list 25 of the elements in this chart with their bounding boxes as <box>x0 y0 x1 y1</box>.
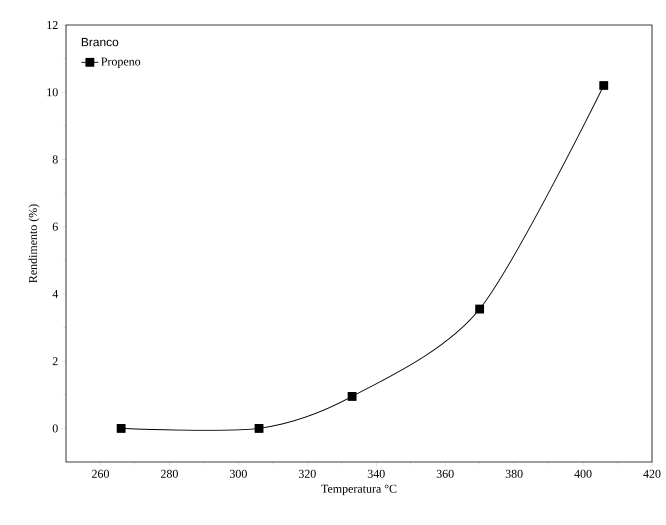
x-tick-label: 380 <box>506 470 523 478</box>
legend-label: Propeno <box>101 58 140 68</box>
x-axis-title: Temperatura °C <box>321 484 396 496</box>
x-tick-label: 340 <box>368 470 385 478</box>
y-tick-label: 2 <box>52 357 58 366</box>
y-tick-label: 4 <box>52 290 58 298</box>
point <box>254 424 264 433</box>
point <box>599 81 608 90</box>
y-axis-title: Rendimento (%) <box>28 204 40 283</box>
y-tick-label: 10 <box>47 88 58 96</box>
y-tick-label: 12 <box>47 21 58 29</box>
y-tick-label: 6 <box>52 222 58 231</box>
x-tick-label: 420 <box>643 470 661 478</box>
x-tick-label: 320 <box>298 470 316 478</box>
x-tick-label: 260 <box>92 470 109 478</box>
x-tick-label: 300 <box>230 470 247 478</box>
x-tick-label: 360 <box>436 470 454 478</box>
point <box>348 392 357 401</box>
point <box>116 424 126 433</box>
y-tick-label: 8 <box>52 155 58 164</box>
x-tick-label: 280 <box>160 470 178 478</box>
y-tick-label: 0 <box>52 424 58 432</box>
point <box>475 304 484 314</box>
legend-title: Branco <box>82 38 118 46</box>
x-tick-label: 400 <box>574 470 592 478</box>
